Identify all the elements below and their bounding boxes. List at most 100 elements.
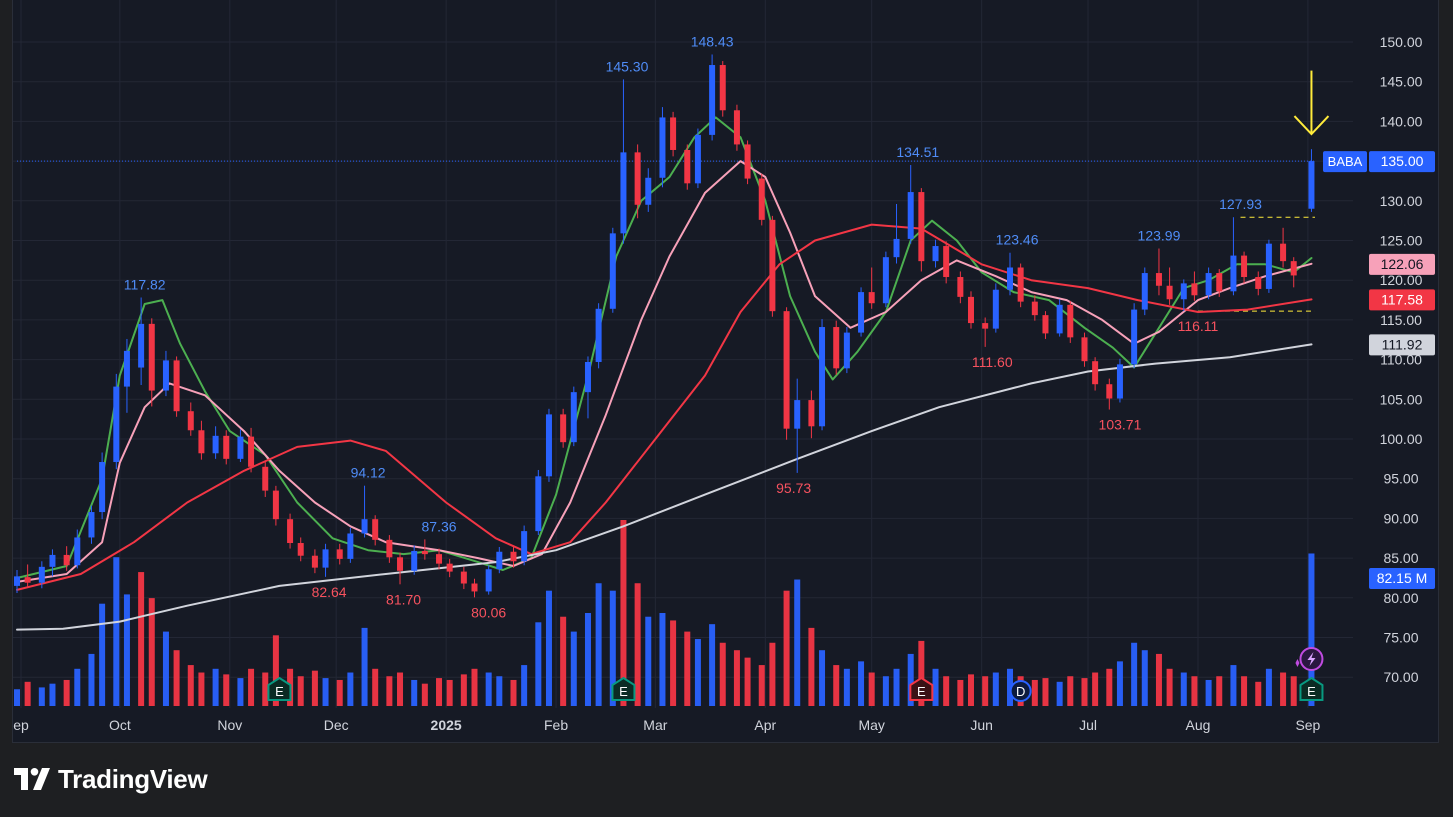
- candle[interactable]: [485, 565, 492, 595]
- candle[interactable]: [237, 429, 244, 463]
- candle[interactable]: [347, 527, 354, 563]
- candle[interactable]: [1007, 252, 1014, 296]
- candle[interactable]: [38, 561, 45, 589]
- candle[interactable]: [162, 350, 169, 397]
- candle[interactable]: [1116, 358, 1123, 403]
- candle[interactable]: [421, 539, 428, 560]
- candle[interactable]: [1230, 217, 1237, 296]
- candle[interactable]: [868, 267, 875, 309]
- candle[interactable]: [1205, 267, 1212, 300]
- candlesticks[interactable]: [14, 54, 1315, 598]
- candle[interactable]: [733, 104, 740, 151]
- candle[interactable]: [858, 287, 865, 337]
- candle[interactable]: [609, 227, 616, 313]
- candle[interactable]: [287, 513, 294, 549]
- price-chart[interactable]: 117.82 82.64 94.12 81.70 87.36 80.06 145.30 148…: [13, 0, 1440, 743]
- candle[interactable]: [769, 215, 776, 317]
- candle[interactable]: [212, 426, 219, 459]
- candle[interactable]: [684, 144, 691, 190]
- candle[interactable]: [14, 570, 20, 594]
- candle[interactable]: [297, 537, 304, 562]
- candle[interactable]: [63, 546, 70, 571]
- candle[interactable]: [361, 485, 368, 538]
- candle[interactable]: [1081, 332, 1088, 367]
- candle[interactable]: [123, 338, 130, 413]
- candle[interactable]: [1265, 239, 1272, 293]
- candle[interactable]: [460, 566, 467, 590]
- candle[interactable]: [223, 430, 230, 465]
- candle[interactable]: [758, 173, 765, 226]
- earnings-marker[interactable]: E: [909, 676, 934, 701]
- candle[interactable]: [148, 318, 155, 407]
- candle[interactable]: [311, 549, 318, 574]
- tradingview-branding[interactable]: TradingView: [14, 763, 208, 795]
- candle[interactable]: [634, 144, 641, 219]
- candle[interactable]: [1056, 299, 1063, 337]
- candle[interactable]: [1155, 248, 1162, 296]
- candle[interactable]: [322, 543, 329, 577]
- time-axis[interactable]: ep Oct Nov Dec 2025 Feb Mar Apr May Jun Jul Aug Sep: [13, 717, 1320, 733]
- candle[interactable]: [272, 485, 279, 526]
- candle[interactable]: [1106, 378, 1113, 410]
- candle[interactable]: [336, 543, 343, 565]
- candle[interactable]: [436, 548, 443, 570]
- candle[interactable]: [1042, 311, 1049, 339]
- candle[interactable]: [1241, 251, 1248, 284]
- candle[interactable]: [670, 111, 677, 157]
- chart-panel[interactable]: 117.82 82.64 94.12 81.70 87.36 80.06 145.30 148…: [12, 0, 1439, 743]
- candle[interactable]: [570, 386, 577, 447]
- candle[interactable]: [719, 61, 726, 117]
- candle[interactable]: [1092, 357, 1099, 391]
- dividend-marker[interactable]: D: [1009, 680, 1032, 702]
- candle[interactable]: [918, 188, 925, 272]
- candle[interactable]: [24, 564, 31, 587]
- candle[interactable]: [893, 203, 900, 264]
- candle[interactable]: [982, 317, 989, 347]
- candle[interactable]: [198, 420, 205, 460]
- candle[interactable]: [545, 408, 552, 482]
- candle[interactable]: [843, 327, 850, 374]
- candle[interactable]: [535, 469, 542, 536]
- candle[interactable]: [595, 303, 602, 369]
- candle[interactable]: [957, 271, 964, 304]
- candle[interactable]: [794, 378, 801, 473]
- candle[interactable]: [659, 107, 666, 188]
- candle[interactable]: [1280, 227, 1287, 268]
- candle[interactable]: [262, 461, 269, 497]
- candle[interactable]: [1191, 271, 1198, 301]
- candle[interactable]: [397, 552, 404, 585]
- candle[interactable]: [173, 356, 180, 417]
- candle[interactable]: [694, 128, 701, 189]
- candle[interactable]: [645, 168, 652, 212]
- candle[interactable]: [248, 427, 255, 473]
- candle[interactable]: [783, 307, 790, 440]
- earnings-marker[interactable]: E: [1299, 676, 1324, 701]
- candle[interactable]: [49, 549, 56, 577]
- candle[interactable]: [1031, 295, 1038, 321]
- candle[interactable]: [1255, 271, 1262, 296]
- candle[interactable]: [496, 546, 503, 574]
- candle[interactable]: [1141, 267, 1148, 316]
- earnings-marker[interactable]: E: [611, 676, 636, 701]
- candle[interactable]: [992, 283, 999, 333]
- candle[interactable]: [967, 291, 974, 329]
- candle[interactable]: [446, 558, 453, 578]
- candle[interactable]: [88, 505, 95, 544]
- candle[interactable]: [943, 241, 950, 284]
- candle[interactable]: [1290, 257, 1297, 288]
- candle[interactable]: [1216, 269, 1223, 297]
- candle[interactable]: [620, 79, 627, 244]
- candle[interactable]: [411, 545, 418, 575]
- candle[interactable]: [138, 297, 145, 386]
- candle[interactable]: [1166, 267, 1173, 305]
- candle[interactable]: [471, 578, 478, 598]
- candle[interactable]: [907, 164, 914, 244]
- candle[interactable]: [709, 54, 716, 141]
- candle[interactable]: [560, 408, 567, 448]
- candle[interactable]: [1180, 279, 1187, 312]
- candle[interactable]: [372, 515, 379, 546]
- candle[interactable]: [386, 535, 393, 563]
- candle[interactable]: [187, 402, 194, 436]
- candle[interactable]: [74, 529, 81, 569]
